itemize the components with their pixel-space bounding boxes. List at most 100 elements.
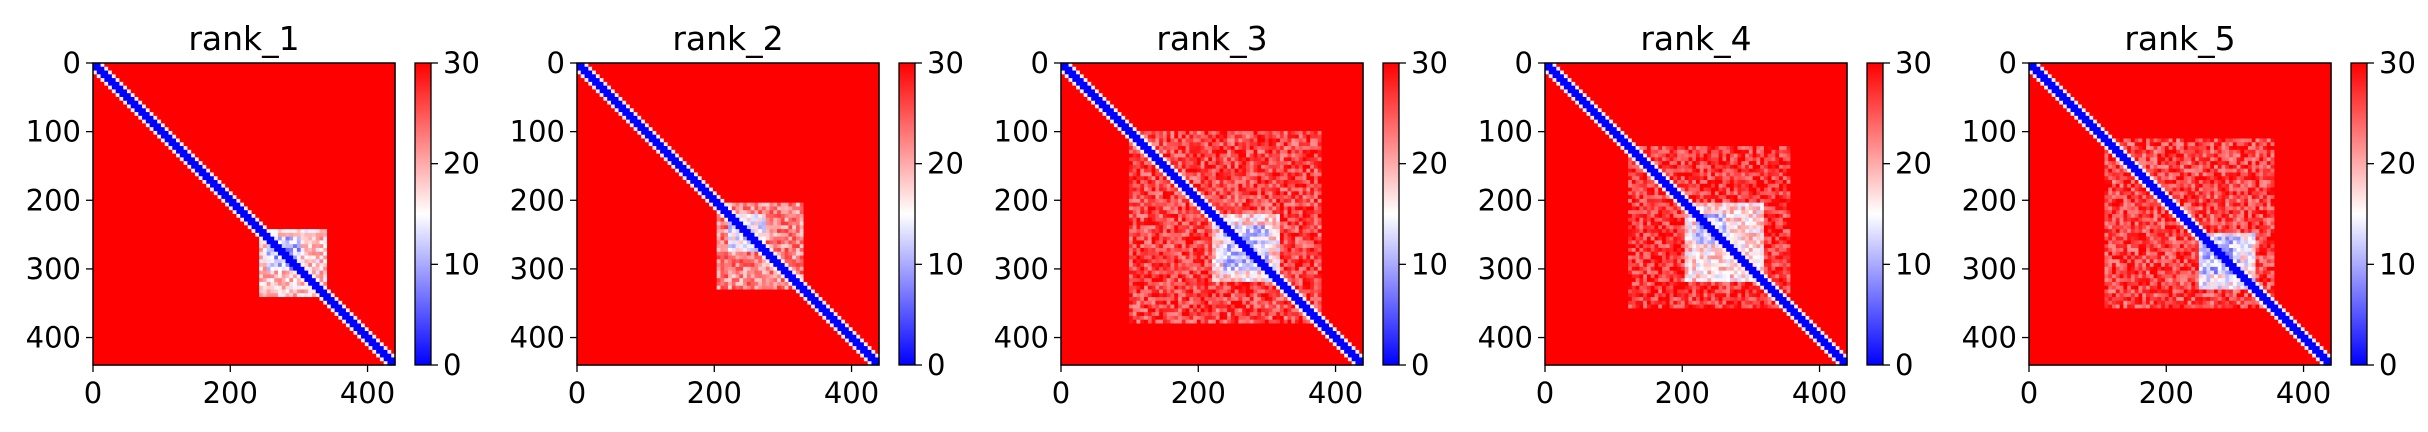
heatmap-cell xyxy=(176,195,180,199)
heatmap-cell xyxy=(312,259,316,263)
heatmap-cell xyxy=(236,67,240,71)
heatmap-cell xyxy=(365,240,369,244)
heatmap-cell xyxy=(165,267,169,271)
heatmap-cell xyxy=(240,123,244,127)
heatmap-cell xyxy=(372,101,376,105)
heatmap-cell xyxy=(289,203,293,207)
heatmap-cell xyxy=(161,297,165,301)
heatmap-cell xyxy=(286,169,290,173)
heatmap-cell xyxy=(350,184,354,188)
heatmap-cell xyxy=(225,123,229,127)
heatmap-cell xyxy=(259,161,263,165)
heatmap-cell xyxy=(153,108,157,112)
heatmap-cell xyxy=(365,286,369,290)
heatmap-cell xyxy=(286,293,290,297)
heatmap-cell xyxy=(252,240,256,244)
heatmap-cell xyxy=(169,218,173,222)
heatmap-cell xyxy=(365,127,369,131)
heatmap-cell xyxy=(195,176,199,180)
heatmap-cell xyxy=(252,150,256,154)
heatmap-cell xyxy=(304,191,308,195)
heatmap-cell xyxy=(380,256,384,260)
heatmap-cell xyxy=(165,274,169,278)
heatmap-cell xyxy=(206,157,210,161)
heatmap-cell xyxy=(301,210,305,214)
heatmap-cell xyxy=(199,172,203,176)
heatmap-cell xyxy=(153,274,157,278)
heatmap-cell xyxy=(153,82,157,86)
heatmap-cell xyxy=(108,218,112,222)
heatmap-cell xyxy=(236,97,240,101)
heatmap-cell xyxy=(372,71,376,75)
heatmap-cell xyxy=(248,252,252,256)
heatmap-cell xyxy=(199,225,203,229)
heatmap-cell xyxy=(289,286,293,290)
heatmap-cell xyxy=(104,263,108,267)
heatmap-cell xyxy=(101,101,105,105)
heatmap-cell xyxy=(282,195,286,199)
heatmap-cell xyxy=(308,256,312,260)
heatmap-cell xyxy=(255,105,259,109)
heatmap-cell xyxy=(346,293,350,297)
heatmap-cell xyxy=(297,120,301,124)
heatmap-cell xyxy=(335,191,339,195)
heatmap-cell xyxy=(372,131,376,135)
heatmap-cell xyxy=(172,120,176,124)
heatmap-cell xyxy=(240,89,244,93)
heatmap-cell xyxy=(97,267,101,271)
heatmap-cell xyxy=(233,127,237,131)
heatmap-cell xyxy=(293,176,297,180)
heatmap-cell xyxy=(282,74,286,78)
heatmap-cell xyxy=(244,256,248,260)
heatmap-cell xyxy=(127,244,131,248)
heatmap-cell xyxy=(206,101,210,105)
heatmap-cell xyxy=(384,222,388,226)
heatmap-cell xyxy=(357,74,361,78)
heatmap-cell xyxy=(108,199,112,203)
heatmap-cell xyxy=(244,82,248,86)
heatmap-cell xyxy=(119,123,123,127)
heatmap-cell xyxy=(195,188,199,192)
heatmap-cell xyxy=(135,67,139,71)
heatmap-cell xyxy=(229,123,233,127)
heatmap-cell xyxy=(387,82,391,86)
heatmap-cell xyxy=(267,86,271,90)
heatmap-cell xyxy=(263,191,267,195)
heatmap-cell xyxy=(353,86,357,90)
heatmap-cell xyxy=(184,203,188,207)
heatmap-cell xyxy=(289,237,293,241)
heatmap-cell xyxy=(372,259,376,263)
heatmap-cell xyxy=(172,82,176,86)
heatmap-cell xyxy=(221,150,225,154)
heatmap-cell xyxy=(289,172,293,176)
heatmap-cell xyxy=(214,142,218,146)
heatmap-cell xyxy=(123,86,127,90)
heatmap-cell xyxy=(304,172,308,176)
heatmap-cell xyxy=(184,89,188,93)
heatmap-cell xyxy=(263,176,267,180)
heatmap-cell xyxy=(240,274,244,278)
heatmap-cell xyxy=(131,252,135,256)
heatmap-cell xyxy=(293,293,297,297)
heatmap-cell xyxy=(286,89,290,93)
heatmap-cell xyxy=(270,169,274,173)
heatmap-cell xyxy=(104,172,108,176)
heatmap-cell xyxy=(270,74,274,78)
heatmap-cell xyxy=(210,108,214,112)
heatmap-cell xyxy=(270,86,274,90)
heatmap-cell xyxy=(320,290,324,294)
heatmap-cell xyxy=(236,293,240,297)
heatmap-cell xyxy=(327,195,331,199)
heatmap-cell xyxy=(142,86,146,90)
heatmap-cell xyxy=(157,252,161,256)
heatmap-cell xyxy=(361,78,365,82)
heatmap-cell xyxy=(142,131,146,135)
heatmap-cell xyxy=(176,184,180,188)
heatmap-cell xyxy=(267,123,271,127)
heatmap-cell xyxy=(335,222,339,226)
heatmap-cell xyxy=(255,240,259,244)
heatmap-cell xyxy=(104,142,108,146)
heatmap-cell xyxy=(116,105,120,109)
heatmap-cell xyxy=(108,116,112,120)
heatmap-cell xyxy=(365,203,369,207)
